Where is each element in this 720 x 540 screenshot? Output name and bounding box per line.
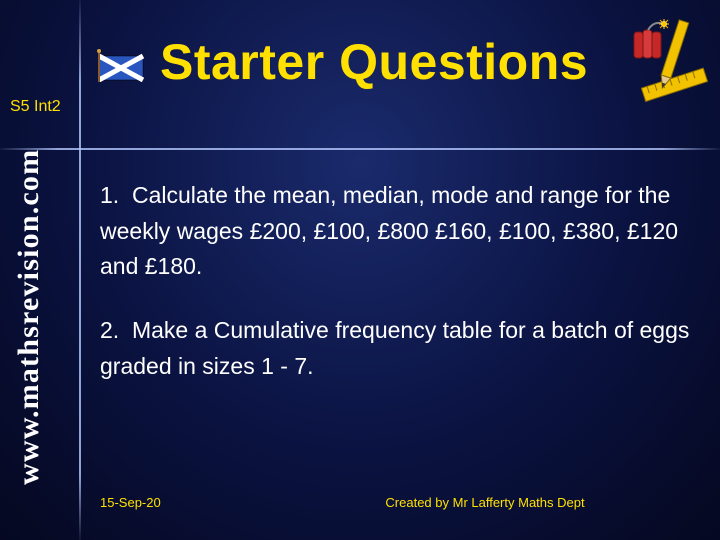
questions-area: 1. Calculate the mean, median, mode and … [100, 178, 690, 412]
divider-vertical [79, 0, 81, 540]
question-number: 2. [100, 317, 119, 343]
question-number: 1. [100, 182, 119, 208]
level-label: S5 Int2 [10, 98, 61, 116]
question-item: 1. Calculate the mean, median, mode and … [100, 178, 690, 285]
question-item: 2. Make a Cumulative frequency table for… [100, 313, 690, 384]
divider-horizontal [0, 148, 720, 150]
scotland-flag-icon [97, 48, 145, 82]
footer-date: 15-Sep-20 [100, 495, 280, 510]
corner-art-icon [612, 8, 712, 113]
footer-credit: Created by Mr Lafferty Maths Dept [280, 495, 690, 510]
footer: 15-Sep-20 Created by Mr Lafferty Maths D… [100, 495, 690, 510]
question-text: Make a Cumulative frequency table for a … [100, 317, 689, 379]
page-title: Starter Questions [160, 33, 588, 91]
question-text: Calculate the mean, median, mode and ran… [100, 182, 678, 279]
side-url: www.mathsrevision.com [12, 149, 46, 485]
